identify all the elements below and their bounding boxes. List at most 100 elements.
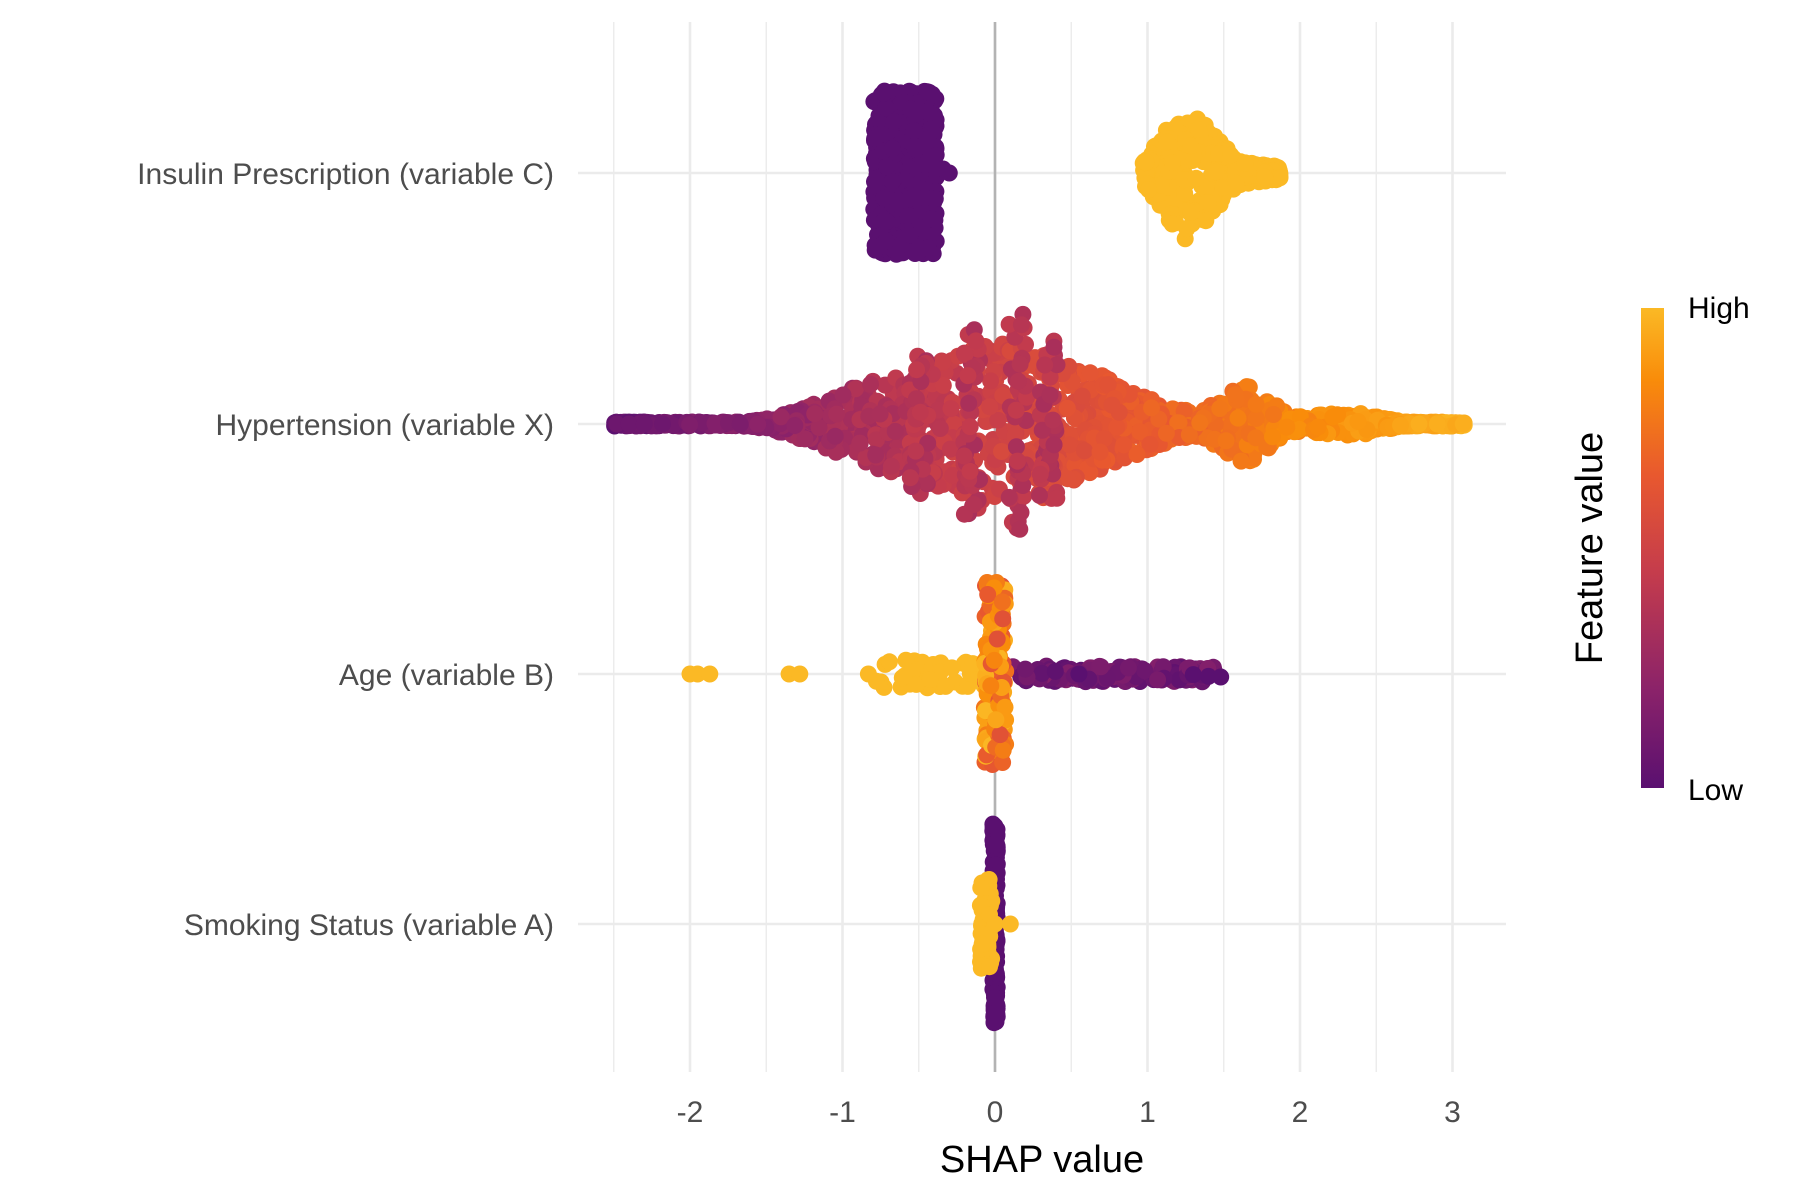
data-point [1212, 668, 1230, 686]
data-point [880, 653, 898, 671]
data-point [862, 375, 879, 393]
data-point [1045, 436, 1063, 454]
data-point [749, 415, 767, 433]
data-point [1229, 409, 1247, 427]
data-point [871, 405, 889, 423]
data-point [1149, 671, 1167, 689]
data-point [885, 113, 903, 131]
data-point [1158, 133, 1176, 151]
data-point [901, 190, 919, 208]
data-point [1007, 401, 1025, 419]
data-point [1187, 169, 1205, 187]
x-tick-label: 1 [1139, 1096, 1156, 1129]
data-point [608, 415, 626, 433]
data-point [1182, 203, 1200, 221]
x-tick-label: -2 [677, 1096, 704, 1129]
data-point [1207, 163, 1225, 181]
data-point [911, 403, 929, 421]
data-point [994, 754, 1012, 771]
data-point [905, 122, 923, 140]
data-point [922, 210, 940, 228]
data-point [982, 677, 1000, 695]
data-point [989, 411, 1007, 429]
data-point [1163, 154, 1181, 171]
legend-title: Feature value [1569, 432, 1611, 664]
data-point [1199, 194, 1217, 212]
data-point [1048, 489, 1066, 507]
y-axis-label: Insulin Prescription (variable C) [137, 158, 554, 191]
data-point [1265, 406, 1282, 423]
data-point [1011, 520, 1029, 538]
data-point [996, 698, 1014, 716]
data-point [984, 835, 1002, 853]
data-point [1180, 426, 1198, 444]
data-point [1131, 423, 1149, 441]
y-axis-labels: Insulin Prescription (variable C) Hyperte… [137, 158, 554, 942]
data-point [635, 415, 653, 433]
data-point [883, 140, 901, 157]
data-point [987, 711, 1005, 729]
data-point [994, 741, 1012, 759]
data-point [1247, 395, 1265, 413]
x-tick-label: -1 [829, 1096, 856, 1129]
legend-colorbar [1641, 308, 1664, 788]
data-point [886, 422, 904, 440]
data-point [943, 659, 961, 677]
data-point [806, 405, 824, 423]
data-point [927, 147, 945, 165]
x-tick-label: 3 [1444, 1096, 1461, 1129]
data-point [1016, 660, 1034, 678]
data-point [985, 651, 1003, 669]
data-point [1061, 436, 1079, 454]
data-point [902, 100, 920, 118]
data-point [921, 671, 939, 688]
data-point [1009, 372, 1027, 390]
data-point [867, 446, 885, 464]
data-point [693, 414, 711, 432]
data-point [1264, 428, 1281, 446]
data-point [993, 443, 1010, 460]
data-point [1000, 315, 1018, 333]
data-point [1247, 409, 1265, 427]
data-point [1091, 443, 1109, 461]
data-point [1031, 465, 1049, 483]
data-point [1092, 658, 1110, 676]
data-point [907, 675, 925, 693]
data-point [972, 879, 990, 897]
data-point [961, 462, 979, 480]
x-axis-title: SHAP value [940, 1139, 1144, 1181]
data-point [1454, 415, 1472, 433]
data-point [1290, 420, 1308, 438]
data-point [828, 405, 846, 423]
data-point [1014, 477, 1032, 494]
data-point [1169, 414, 1187, 432]
data-point [1137, 153, 1155, 171]
data-point [1045, 338, 1063, 356]
data-point [1076, 442, 1093, 460]
data-point [987, 1013, 1005, 1031]
data-point [681, 416, 699, 434]
x-axis-tick-labels: -2 -1 0 1 2 3 [677, 1096, 1461, 1129]
data-point [967, 332, 985, 350]
data-point [1232, 452, 1250, 470]
data-point [1012, 316, 1030, 334]
data-points [606, 82, 1473, 1032]
data-point [882, 457, 900, 475]
data-point [907, 442, 925, 460]
data-point [920, 104, 938, 122]
data-point [965, 496, 983, 513]
data-point [994, 610, 1012, 628]
data-point [899, 207, 917, 225]
data-point [1214, 179, 1232, 196]
data-point [982, 372, 1000, 390]
data-point [1271, 169, 1289, 187]
data-point [706, 415, 724, 433]
data-point [1070, 665, 1088, 683]
legend-high-label: High [1688, 292, 1750, 325]
data-point [1009, 452, 1026, 470]
data-point [1041, 386, 1059, 404]
data-point [1236, 154, 1254, 172]
data-point [945, 415, 963, 433]
data-point [901, 469, 919, 487]
